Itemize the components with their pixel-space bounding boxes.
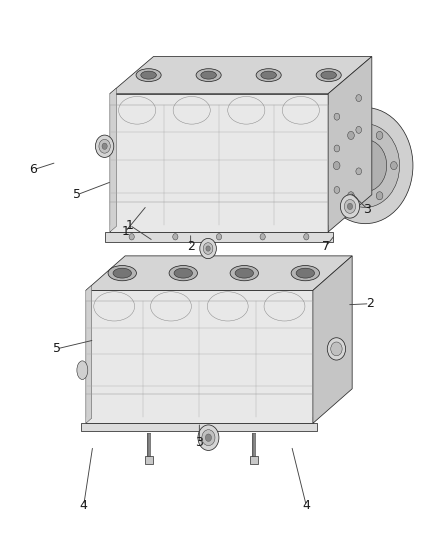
Text: 5: 5 bbox=[53, 342, 60, 356]
Circle shape bbox=[348, 192, 354, 200]
Circle shape bbox=[391, 161, 397, 169]
Ellipse shape bbox=[230, 265, 258, 281]
Circle shape bbox=[102, 143, 107, 149]
Circle shape bbox=[356, 168, 361, 175]
Circle shape bbox=[376, 192, 383, 200]
Text: 4: 4 bbox=[302, 499, 310, 512]
Circle shape bbox=[200, 238, 216, 259]
Polygon shape bbox=[110, 88, 117, 232]
Text: 1: 1 bbox=[121, 225, 129, 238]
Circle shape bbox=[333, 161, 340, 169]
Circle shape bbox=[173, 233, 178, 240]
Ellipse shape bbox=[136, 69, 161, 82]
Text: 6: 6 bbox=[29, 163, 37, 176]
Circle shape bbox=[327, 338, 346, 360]
Circle shape bbox=[344, 140, 387, 192]
Circle shape bbox=[334, 113, 340, 120]
Polygon shape bbox=[86, 290, 313, 423]
Circle shape bbox=[129, 233, 134, 240]
Circle shape bbox=[376, 131, 383, 140]
Circle shape bbox=[340, 195, 360, 218]
Polygon shape bbox=[110, 94, 328, 232]
Circle shape bbox=[95, 135, 114, 157]
Circle shape bbox=[99, 139, 110, 153]
Circle shape bbox=[344, 199, 356, 213]
Text: 2: 2 bbox=[366, 297, 374, 310]
Polygon shape bbox=[86, 285, 92, 423]
Ellipse shape bbox=[291, 265, 319, 281]
Ellipse shape bbox=[174, 268, 192, 278]
Ellipse shape bbox=[296, 268, 314, 278]
Ellipse shape bbox=[141, 71, 156, 79]
Circle shape bbox=[334, 187, 340, 193]
Circle shape bbox=[331, 342, 342, 356]
Text: 1: 1 bbox=[126, 219, 134, 231]
Ellipse shape bbox=[77, 361, 88, 379]
Text: 3: 3 bbox=[364, 203, 371, 215]
Circle shape bbox=[304, 233, 309, 240]
Ellipse shape bbox=[169, 265, 198, 281]
Ellipse shape bbox=[261, 71, 276, 79]
Ellipse shape bbox=[108, 265, 136, 281]
Circle shape bbox=[260, 233, 265, 240]
Circle shape bbox=[205, 434, 212, 441]
Circle shape bbox=[318, 108, 413, 224]
Circle shape bbox=[334, 145, 340, 152]
Circle shape bbox=[202, 430, 215, 446]
Bar bbox=[145, 456, 153, 464]
Ellipse shape bbox=[235, 268, 254, 278]
Circle shape bbox=[356, 95, 361, 102]
Circle shape bbox=[198, 425, 219, 450]
Text: 4: 4 bbox=[80, 499, 88, 512]
Circle shape bbox=[216, 233, 222, 240]
Text: 5: 5 bbox=[73, 188, 81, 201]
Ellipse shape bbox=[201, 71, 216, 79]
Circle shape bbox=[206, 246, 210, 251]
Polygon shape bbox=[86, 256, 352, 290]
Circle shape bbox=[203, 243, 213, 254]
Polygon shape bbox=[328, 56, 372, 232]
Polygon shape bbox=[110, 56, 372, 94]
Text: 7: 7 bbox=[322, 240, 330, 253]
Bar bbox=[250, 456, 258, 464]
Polygon shape bbox=[106, 232, 332, 241]
Ellipse shape bbox=[316, 69, 341, 82]
Ellipse shape bbox=[196, 69, 221, 82]
Circle shape bbox=[348, 131, 354, 140]
Ellipse shape bbox=[321, 71, 336, 79]
Ellipse shape bbox=[113, 268, 131, 278]
Text: 2: 2 bbox=[187, 240, 194, 253]
Circle shape bbox=[356, 126, 361, 133]
Circle shape bbox=[331, 124, 399, 207]
Ellipse shape bbox=[256, 69, 281, 82]
Circle shape bbox=[347, 203, 353, 209]
Polygon shape bbox=[81, 423, 318, 431]
Polygon shape bbox=[313, 256, 352, 423]
Text: 3: 3 bbox=[195, 437, 203, 449]
